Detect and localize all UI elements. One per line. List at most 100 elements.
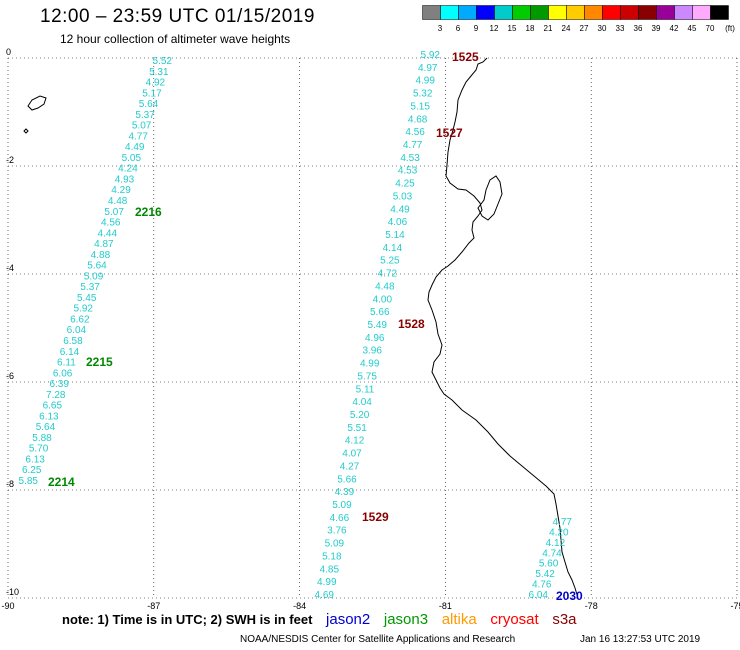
wave-height-map: -90-87-84-81-78-750-2-4-6-8-10 5.525.314… — [1, 47, 740, 610]
wave-height-value: 6.39 — [49, 379, 69, 390]
pass-time-label: 2214 — [48, 475, 75, 489]
y-tick-label: -10 — [6, 587, 19, 597]
chart-title: 12:00 – 23:59 UTC 01/15/2019 — [40, 6, 315, 27]
x-tick-label: -87 — [147, 601, 160, 610]
wave-height-value: 5.45 — [77, 293, 97, 304]
wave-height-value: 5.15 — [410, 101, 430, 112]
wave-height-value: 4.39 — [335, 487, 355, 498]
wave-height-value: 4.77 — [553, 517, 573, 528]
wave-height-value: 4.76 — [532, 580, 552, 591]
wave-height-value: 5.32 — [413, 89, 433, 100]
coastline — [23, 57, 579, 599]
wave-height-value: 4.07 — [342, 449, 362, 460]
pass-time-label: 2030 — [556, 589, 583, 603]
y-tick-label: -4 — [6, 263, 14, 273]
y-tick-label: -8 — [6, 479, 14, 489]
legend-label: 36 — [634, 24, 643, 33]
bay-outline — [477, 175, 503, 221]
legend-label: 21 — [544, 24, 553, 33]
map-grid — [7, 57, 738, 599]
wave-height-value: 5.18 — [322, 551, 342, 562]
wave-height-value: 5.37 — [135, 110, 155, 121]
legend-label: 30 — [598, 24, 607, 33]
wave-height-value: 4.56 — [405, 127, 425, 138]
wave-height-value: 4.53 — [398, 166, 418, 177]
axis-ticks: -90 -87 -84 -81 -78 -75 0 -2 -4 -6 -8 -10 — [1, 47, 740, 610]
wave-height-value: 5.20 — [350, 410, 370, 421]
legend-label: 27 — [580, 24, 589, 33]
pass-time-label: 1525 — [452, 50, 479, 64]
x-tick-label: -81 — [439, 601, 452, 610]
wave-height-value: 5.17 — [142, 88, 162, 99]
island-outline — [27, 95, 47, 111]
legend-label: 33 — [616, 24, 625, 33]
satellite-cryosat: cryosat — [490, 611, 539, 628]
wave-height-value: 5.09 — [325, 539, 345, 550]
legend-swatch — [710, 5, 729, 20]
y-tick-label: -2 — [6, 155, 14, 165]
x-tick-label: -75 — [730, 601, 740, 610]
legend-unit: (ft) — [725, 24, 735, 33]
wave-height-value: 5.66 — [370, 307, 390, 318]
wave-height-value: 5.85 — [19, 476, 39, 487]
wave-height-value: 6.04 — [67, 325, 87, 336]
wave-height-value: 5.05 — [122, 153, 142, 164]
wave-height-value: 4.29 — [111, 185, 131, 196]
wave-height-value: 4.04 — [352, 397, 372, 408]
wave-height-value: 4.99 — [317, 577, 337, 588]
x-tick-label: -78 — [585, 601, 598, 610]
legend-label: 45 — [688, 24, 697, 33]
wave-height-value: 4.72 — [378, 269, 398, 280]
wave-height-value: 5.07 — [132, 121, 152, 132]
wave-height-value: 4.12 — [546, 538, 566, 549]
wave-height-value: 4.77 — [128, 131, 148, 142]
satellite-jason3: jason3 — [383, 611, 429, 628]
y-tick-label: 0 — [6, 47, 11, 57]
footer-credit: NOAA/NESDIS Center for Satellite Applica… — [240, 634, 516, 645]
wave-height-value: 4.92 — [146, 78, 166, 89]
wave-height-value: 4.48 — [108, 196, 128, 207]
wave-height-value: 6.14 — [60, 347, 80, 358]
wave-height-value: 5.14 — [385, 230, 405, 241]
footer-timestamp: Jan 16 13:27:53 UTC 2019 — [580, 634, 701, 645]
wave-height-value: 4.12 — [345, 436, 365, 447]
x-tick-label: -84 — [293, 601, 306, 610]
wave-height-value: 4.06 — [388, 217, 408, 228]
wave-height-value: 4.27 — [340, 461, 360, 472]
wave-height-value: 4.48 — [375, 281, 395, 292]
wave-height-value: 6.65 — [43, 401, 63, 412]
wave-height-value: 4.24 — [118, 164, 138, 175]
wave-height-value: 5.09 — [84, 271, 104, 282]
islet-outline — [23, 128, 29, 134]
satellite-s3a: s3a — [552, 611, 577, 628]
wave-height-value: 5.64 — [87, 261, 107, 272]
chart-subtitle: 12 hour collection of altimeter wave hei… — [60, 32, 291, 46]
wave-height-value: 4.88 — [91, 250, 111, 261]
pass-time-label: 1527 — [436, 126, 463, 140]
pass-time-label: 2215 — [86, 355, 113, 369]
wave-height-value: 6.62 — [70, 314, 90, 325]
coastline-path — [427, 57, 579, 599]
wave-height-value: 6.25 — [22, 465, 42, 476]
wave-height-value: 5.66 — [337, 474, 357, 485]
wave-height-value: 4.74 — [542, 548, 562, 559]
note-row: note: 1) Time is in UTC; 2) SWH is in fe… — [62, 611, 577, 628]
legend-label: 24 — [562, 24, 571, 33]
wave-height-value: 5.42 — [535, 569, 555, 580]
legend-label: 6 — [456, 24, 461, 33]
wave-height-value: 4.96 — [365, 333, 385, 344]
wave-height-value: 5.37 — [80, 282, 100, 293]
wave-height-value: 5.64 — [139, 99, 159, 110]
note-text: note: 1) Time is in UTC; 2) SWH is in fe… — [62, 612, 313, 627]
wave-height-value: 5.31 — [149, 67, 169, 78]
legend-label: 70 — [706, 24, 715, 33]
wave-height-value: 6.06 — [53, 368, 73, 379]
wave-height-value: 5.51 — [347, 423, 367, 434]
wave-height-value: 3.96 — [362, 346, 382, 357]
legend-label: 3 — [438, 24, 443, 33]
color-legend — [422, 5, 729, 20]
wave-height-value: 5.49 — [368, 320, 388, 331]
legend-label: 9 — [474, 24, 479, 33]
wave-height-value: 5.09 — [332, 500, 352, 511]
color-legend-labels: 3 6 9 12 15 18 21 24 27 30 33 36 39 42 45 70 (ft) — [438, 24, 735, 33]
